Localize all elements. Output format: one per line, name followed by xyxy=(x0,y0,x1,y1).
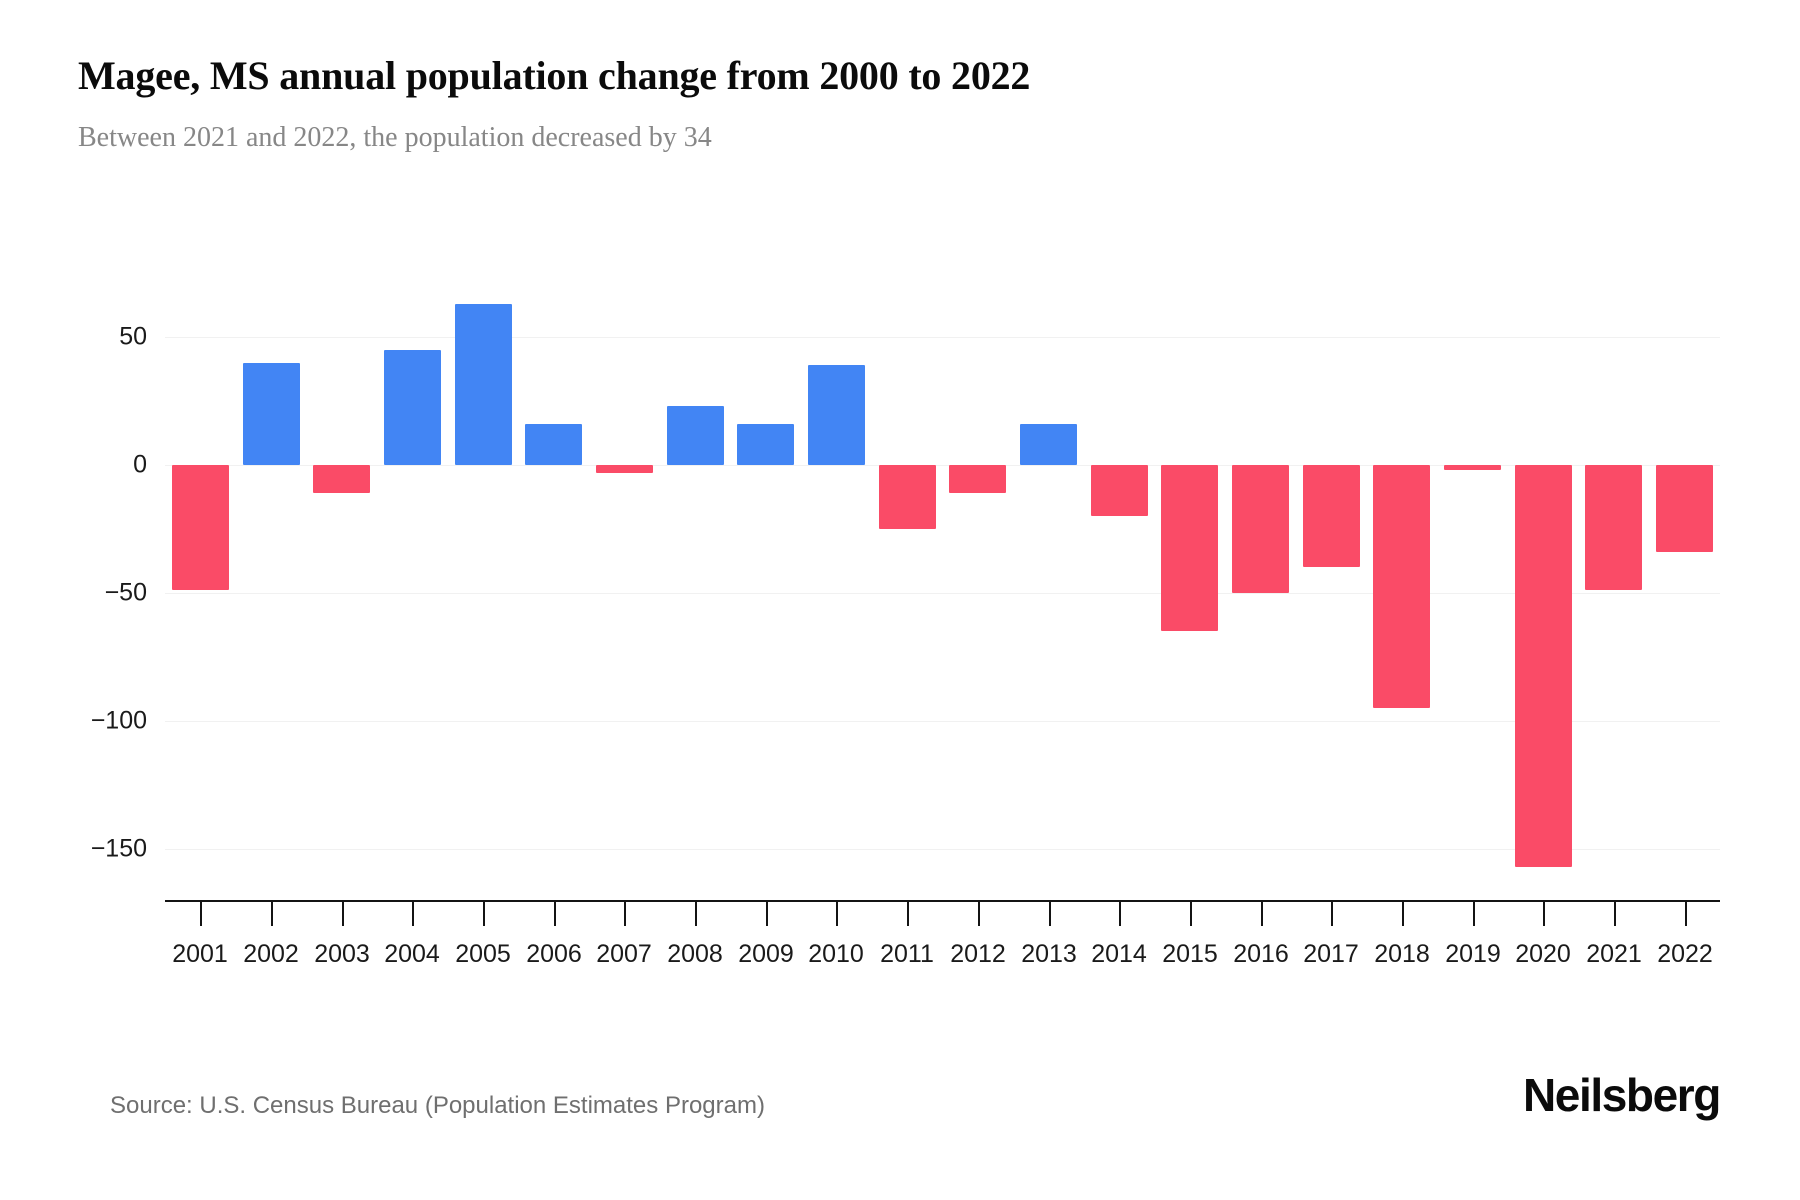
x-axis-tick-label-2001: 2001 xyxy=(172,940,228,968)
x-axis-tick xyxy=(1049,902,1051,926)
bar-2022[interactable] xyxy=(1656,465,1713,553)
gridline--150 xyxy=(165,849,1720,850)
page-title: Magee, MS annual population change from … xyxy=(78,53,1031,98)
x-axis-tick-label-2015: 2015 xyxy=(1162,940,1218,968)
x-axis-tick-label-2004: 2004 xyxy=(384,940,440,968)
bar-2009[interactable] xyxy=(737,424,794,465)
x-axis-tick-label-2012: 2012 xyxy=(950,940,1006,968)
bar-2014[interactable] xyxy=(1091,465,1148,517)
y-axis-tick-label: 50 xyxy=(119,322,147,351)
x-axis-tick-label-2013: 2013 xyxy=(1021,940,1077,968)
gridline-0 xyxy=(165,465,1720,466)
x-axis-tick xyxy=(412,902,414,926)
x-axis-tick-label-2008: 2008 xyxy=(667,940,723,968)
y-axis-tick-label: −50 xyxy=(104,578,147,607)
x-axis-tick xyxy=(1261,902,1263,926)
x-axis-tick xyxy=(836,902,838,926)
bar-2013[interactable] xyxy=(1020,424,1077,465)
gridline--50 xyxy=(165,593,1720,594)
bar-2012[interactable] xyxy=(949,465,1006,494)
x-axis-tick xyxy=(1331,902,1333,926)
bar-2016[interactable] xyxy=(1232,465,1289,593)
x-axis-tick-label-2003: 2003 xyxy=(314,940,370,968)
bar-2001[interactable] xyxy=(172,465,229,591)
x-axis-tick xyxy=(200,902,202,926)
x-axis-tick xyxy=(483,902,485,926)
bar-2018[interactable] xyxy=(1373,465,1430,709)
x-axis-tick xyxy=(1614,902,1616,926)
y-axis-tick-label: −100 xyxy=(90,706,147,735)
x-axis-tick xyxy=(1119,902,1121,926)
x-axis-line xyxy=(165,900,1720,902)
chart-subtitle: Between 2021 and 2022, the population de… xyxy=(78,122,712,153)
bar-2008[interactable] xyxy=(667,406,724,465)
x-axis-tick xyxy=(766,902,768,926)
x-axis-tick xyxy=(1402,902,1404,926)
x-axis-tick-label-2011: 2011 xyxy=(880,940,934,968)
y-axis-tick-label: 0 xyxy=(133,450,147,479)
gridline-50 xyxy=(165,337,1720,338)
plot-area: 50 0 −50 −100 −150 xyxy=(91,200,1720,900)
x-axis-tick-label-2009: 2009 xyxy=(738,940,794,968)
bar-2015[interactable] xyxy=(1161,465,1218,632)
brand-logo: Neilsberg xyxy=(1522,1069,1721,1121)
x-axis-tick xyxy=(1190,902,1192,926)
x-axis-tick-label-2022: 2022 xyxy=(1657,940,1713,968)
x-axis-tick xyxy=(624,902,626,926)
bar-2017[interactable] xyxy=(1303,465,1360,568)
bar-2006[interactable] xyxy=(525,424,582,465)
bar-2010[interactable] xyxy=(808,365,865,465)
source-note: Source: U.S. Census Bureau (Population E… xyxy=(110,1092,765,1119)
x-axis-tick-label-2018: 2018 xyxy=(1374,940,1430,968)
bar-2021[interactable] xyxy=(1585,465,1642,591)
x-axis-tick-label-2017: 2017 xyxy=(1303,940,1359,968)
bar-2020[interactable] xyxy=(1515,465,1572,867)
x-axis-tick xyxy=(907,902,909,926)
y-axis-tick-label: −150 xyxy=(90,834,147,863)
x-axis-tick xyxy=(1543,902,1545,926)
x-axis-tick-label-2010: 2010 xyxy=(808,940,864,968)
x-axis-tick xyxy=(271,902,273,926)
x-axis-tick-label-2019: 2019 xyxy=(1445,940,1501,968)
bar-2011[interactable] xyxy=(879,465,936,529)
x-axis-tick xyxy=(1685,902,1687,926)
x-axis-tick-label-2007: 2007 xyxy=(596,940,652,968)
x-axis-tick-label-2020: 2020 xyxy=(1515,940,1571,968)
x-axis-tick-label-2021: 2021 xyxy=(1586,940,1642,968)
bar-2004[interactable] xyxy=(384,349,441,465)
bar-2019[interactable] xyxy=(1444,465,1501,471)
bar-2002[interactable] xyxy=(243,362,300,465)
x-axis-tick-label-2014: 2014 xyxy=(1091,940,1147,968)
bar-2005[interactable] xyxy=(455,303,512,465)
x-axis-tick xyxy=(554,902,556,926)
x-axis-tick-label-2006: 2006 xyxy=(526,940,582,968)
x-axis-tick-label-2002: 2002 xyxy=(243,940,299,968)
gridline--100 xyxy=(165,721,1720,722)
x-axis-tick xyxy=(695,902,697,926)
x-axis-tick xyxy=(978,902,980,926)
x-axis-tick-label-2005: 2005 xyxy=(455,940,511,968)
bar-2003[interactable] xyxy=(313,465,370,494)
bar-2007[interactable] xyxy=(596,465,653,473)
x-axis-tick xyxy=(342,902,344,926)
x-axis-tick-label-2016: 2016 xyxy=(1233,940,1289,968)
x-axis-tick xyxy=(1473,902,1475,926)
